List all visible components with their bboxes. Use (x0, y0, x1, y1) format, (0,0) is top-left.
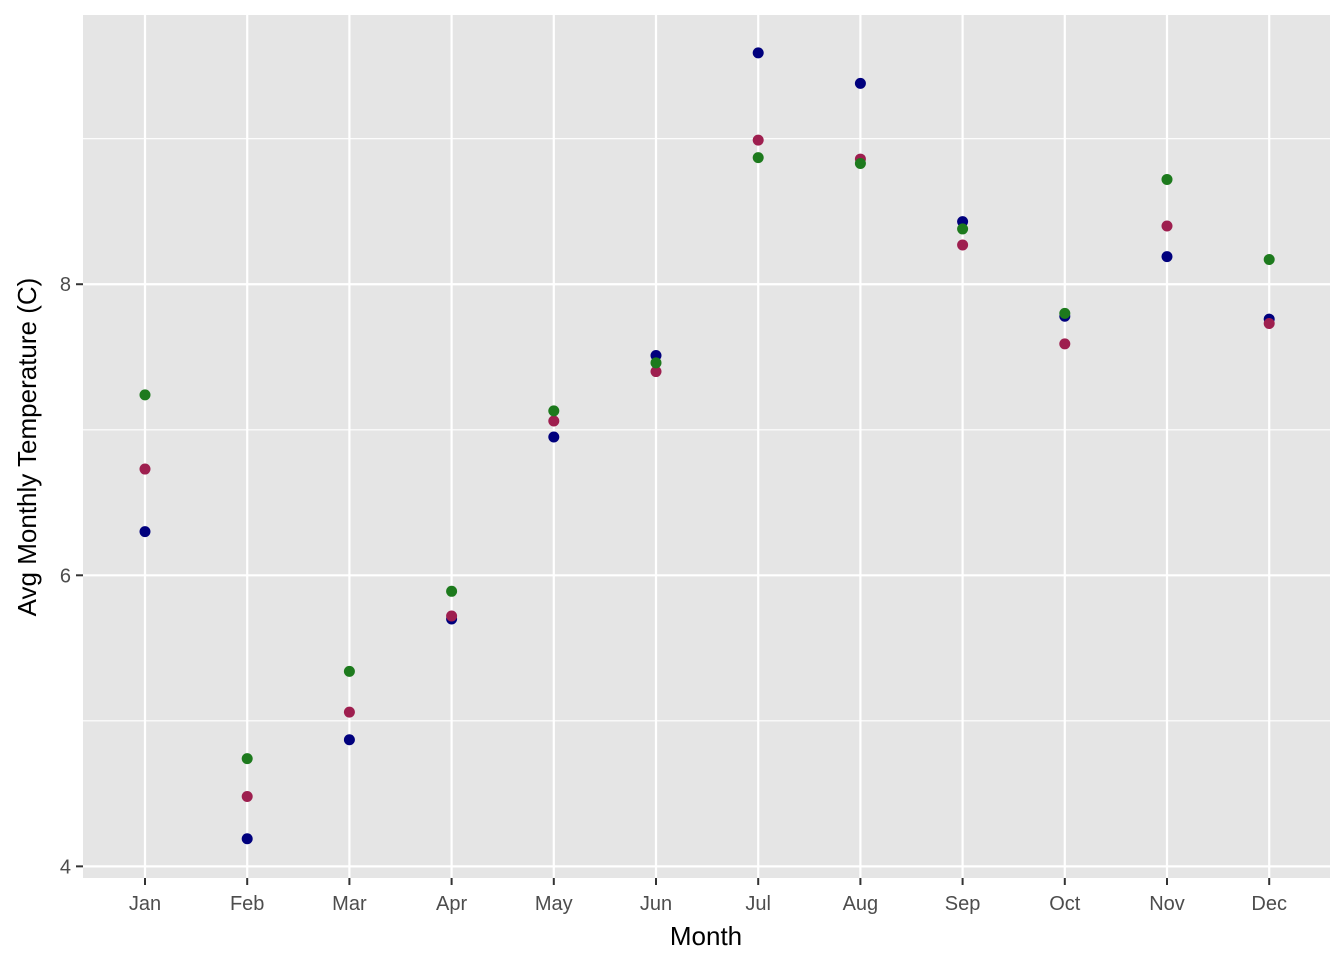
x-tick-label: Apr (436, 893, 467, 915)
data-point (343, 734, 355, 746)
data-point (139, 526, 151, 538)
x-tick-label: May (535, 893, 573, 915)
y-tick-label: 8 (60, 274, 71, 296)
data-point (241, 833, 253, 845)
major-gridlines (83, 15, 1330, 878)
y-axis: 4 6 8 (60, 274, 83, 878)
plot-panel (83, 15, 1330, 878)
data-point (139, 463, 151, 475)
x-tick-label: Mar (332, 893, 367, 915)
data-point (1161, 220, 1173, 232)
data-point (139, 389, 151, 401)
x-tick-label: Aug (843, 893, 879, 915)
data-point (446, 585, 458, 597)
data-point (1263, 253, 1275, 265)
data-point (1059, 338, 1071, 350)
x-tick-label: Jan (129, 893, 161, 915)
y-tick-label: 4 (60, 856, 71, 878)
data-point (752, 152, 764, 164)
data-point (957, 223, 969, 235)
data-point (1161, 251, 1173, 263)
x-tick-label: Nov (1149, 893, 1185, 915)
data-point (548, 415, 560, 427)
data-point (854, 157, 866, 169)
y-axis-title: Avg Monthly Temperature (C) (12, 278, 42, 617)
data-point (548, 405, 560, 417)
x-tick-label: Feb (230, 893, 264, 915)
data-point (1161, 173, 1173, 185)
x-tick-label: Dec (1251, 893, 1287, 915)
data-point (1059, 307, 1071, 319)
x-axis: Jan Feb Mar Apr May Jun Jul Aug Sep Oct Nov Dec (129, 878, 1287, 915)
x-tick-label: Jun (640, 893, 672, 915)
data-point (650, 357, 662, 369)
data-point (343, 665, 355, 677)
data-point (241, 753, 253, 765)
data-point (1263, 318, 1275, 330)
data-point (650, 366, 662, 378)
data-point (854, 77, 866, 89)
minor-gridlines (83, 138, 1330, 722)
data-point (446, 610, 458, 622)
data-point (752, 47, 764, 59)
x-axis-title: Month (670, 921, 742, 951)
data-point (241, 791, 253, 803)
y-tick-label: 6 (60, 565, 71, 587)
data-point (343, 706, 355, 718)
data-points (139, 47, 1275, 845)
x-tick-label: Sep (945, 893, 981, 915)
data-point (548, 431, 560, 443)
data-point (752, 134, 764, 146)
x-tick-label: Jul (745, 893, 771, 915)
x-tick-label: Oct (1049, 893, 1081, 915)
data-point (957, 239, 969, 251)
